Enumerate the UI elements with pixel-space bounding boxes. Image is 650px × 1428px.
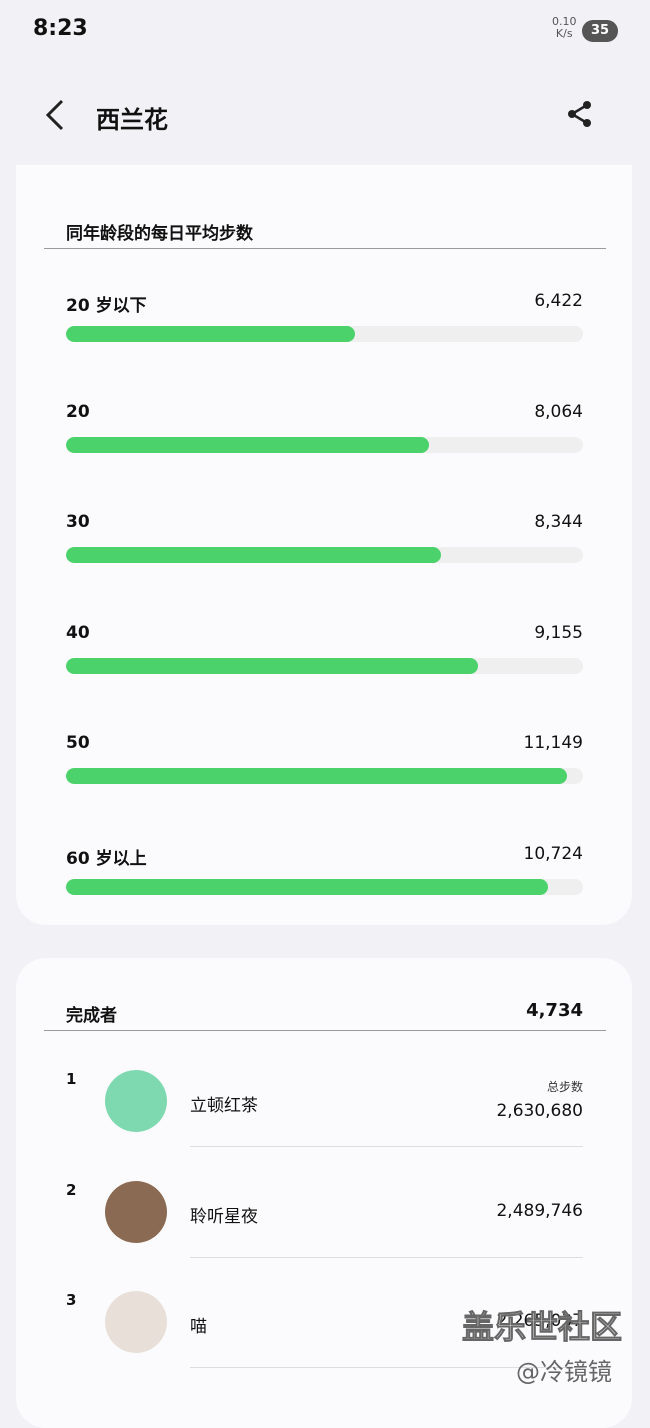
steps-card: 同年龄段的每日平均步数 20 岁以下 6,422 20 8,064 30 8,344 40 9… <box>16 165 632 925</box>
total-steps: 2,489,746 <box>496 1200 583 1221</box>
bar-track <box>66 878 583 895</box>
rank: 2 <box>66 1180 77 1199</box>
back-button[interactable] <box>40 98 70 132</box>
row-divider <box>190 1367 583 1368</box>
row-divider <box>190 1146 583 1147</box>
group-label: 30 <box>66 512 90 532</box>
group-value: 11,149 <box>523 733 583 753</box>
bar-track <box>66 547 583 563</box>
user-name: 聆听星夜 <box>190 1206 258 1227</box>
rank: 1 <box>66 1070 77 1088</box>
bar <box>66 657 478 674</box>
group-label: 20 岁以下 <box>66 296 147 316</box>
finisher-count: 4,734 <box>526 1000 583 1021</box>
bar-track <box>66 326 583 342</box>
group-value: 8,064 <box>534 401 583 422</box>
bar-track <box>66 657 583 674</box>
avatar <box>105 1180 167 1243</box>
bar-track <box>66 436 583 453</box>
divider <box>44 248 606 249</box>
group-value: 6,422 <box>534 291 583 311</box>
group-label: 60 岁以上 <box>66 848 147 869</box>
card-title: 完成者 <box>66 1006 117 1026</box>
column-label: 总步数 <box>546 1080 583 1094</box>
speed-value: 0.10 <box>552 15 577 28</box>
net-speed: 0.10 K/s <box>552 16 577 40</box>
group-value: 10,724 <box>523 843 583 864</box>
bar <box>66 768 568 784</box>
total-steps: 2,630,680 <box>496 1101 583 1121</box>
group-label: 50 <box>66 733 90 753</box>
bar <box>66 326 355 342</box>
divider <box>44 1030 606 1031</box>
battery: 35 <box>582 20 618 42</box>
watermark-author: @冷镜镜 <box>516 1358 612 1386</box>
bar <box>66 878 549 895</box>
total-steps: 2,265,037 <box>496 1311 583 1331</box>
status-time: 8:23 <box>33 16 88 41</box>
finishers-card: 完成者 4,734 总步数 1 立顿红茶 2,630,680 2 聆听星夜 2,489,7… <box>16 958 632 1428</box>
group-value: 8,344 <box>534 512 583 532</box>
page-title: 西兰花 <box>96 106 168 134</box>
avatar <box>105 1070 167 1132</box>
user-name: 喵 <box>190 1317 207 1337</box>
user-name: 立顿红茶 <box>190 1096 258 1116</box>
group-label: 40 <box>66 622 90 643</box>
watermark-site: 盖乐世社区 <box>461 1308 623 1347</box>
bar <box>66 436 429 453</box>
bar <box>66 547 442 563</box>
group-value: 9,155 <box>534 622 583 643</box>
group-label: 20 <box>66 401 90 422</box>
avatar <box>105 1291 167 1353</box>
row-divider <box>190 1256 583 1258</box>
rank: 3 <box>66 1291 77 1309</box>
speed-unit: K/s <box>555 27 573 40</box>
card-title: 同年龄段的每日平均步数 <box>66 224 253 244</box>
share-button[interactable] <box>566 100 594 128</box>
bar-track <box>66 768 583 784</box>
